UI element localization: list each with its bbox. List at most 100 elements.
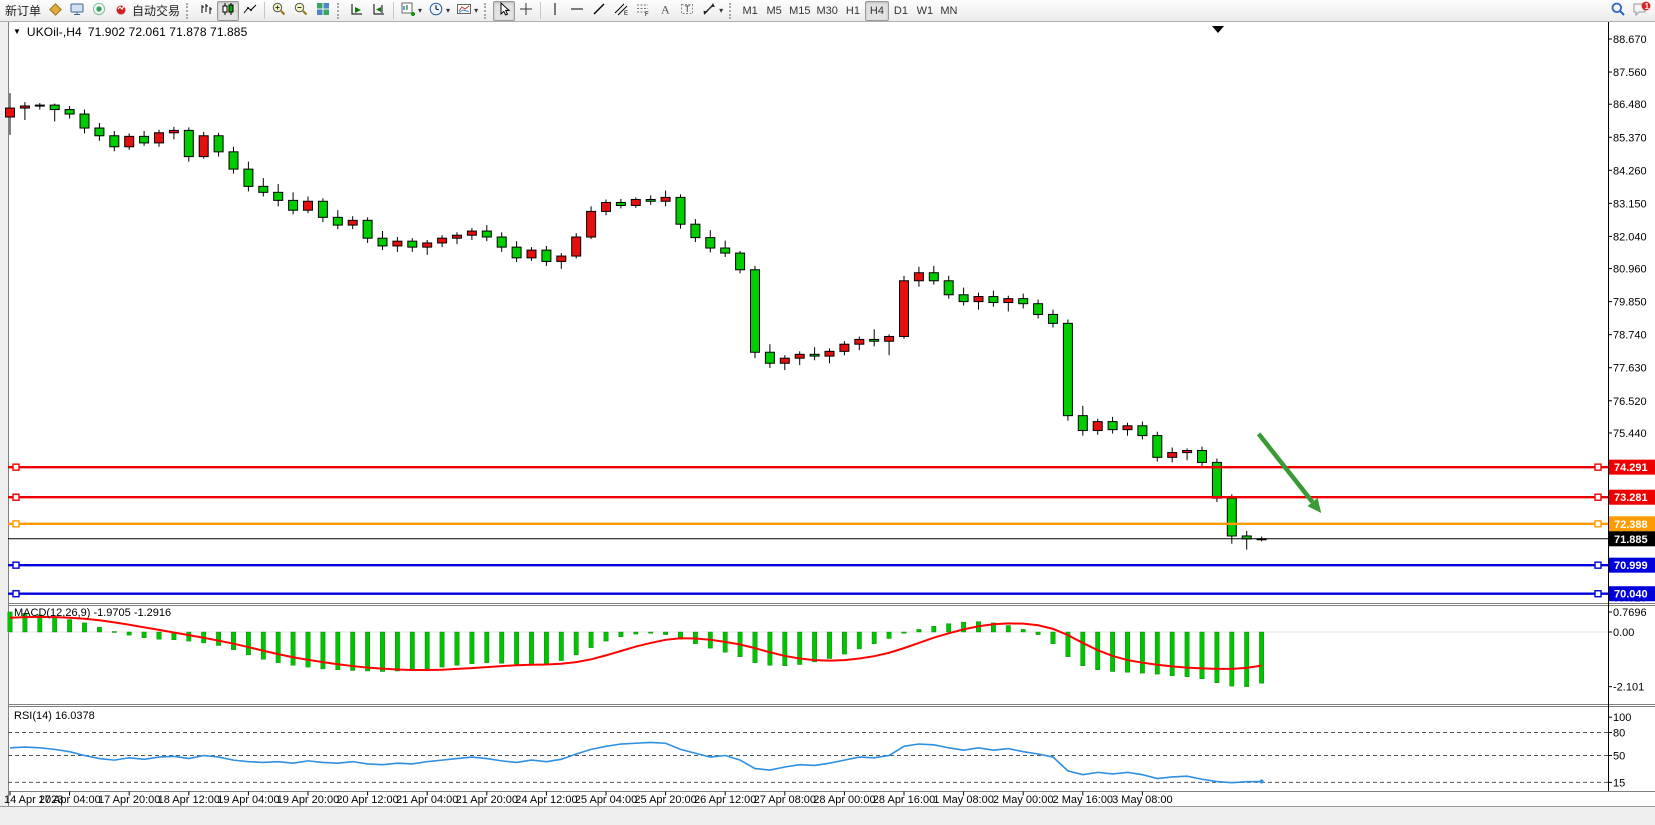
timeframe-button-mn[interactable]: MN <box>940 4 958 17</box>
chart-shift-icon <box>349 1 365 20</box>
time-axis-label: 24 Apr 12:00 <box>515 794 577 806</box>
macd-histogram-bar <box>1214 631 1220 683</box>
collapse-arrow-icon[interactable]: ▼ <box>13 27 21 36</box>
macd-histogram-bar <box>22 613 28 633</box>
new-order-button[interactable]: 新订单 <box>2 1 44 21</box>
chart-symbol-period: UKOil-,H4 <box>26 25 82 39</box>
fibonacci-button[interactable]: F <box>632 1 654 21</box>
chart-autoscroll-button[interactable] <box>368 1 390 21</box>
macd-histogram-bar <box>856 631 862 650</box>
price-tick-label: 75.440 <box>1613 428 1647 440</box>
timeframe-button-m15[interactable]: M15 <box>789 4 811 17</box>
period-button[interactable]: ▾ <box>425 1 453 21</box>
candle <box>1003 298 1014 304</box>
candle <box>273 191 284 201</box>
bar-chart-button[interactable] <box>195 1 217 21</box>
zoom-in-icon <box>271 1 287 20</box>
chart-shift-marker-icon[interactable] <box>1212 26 1224 33</box>
dropdown-arrow-icon[interactable]: ▾ <box>446 6 451 15</box>
macd-histogram-bar <box>454 631 460 666</box>
text-a-icon: A <box>657 1 673 20</box>
rsi-scale-label: 15 <box>1613 777 1625 789</box>
price-label-text: 74.291 <box>1614 462 1648 474</box>
zoom-in-button[interactable] <box>268 1 290 21</box>
macd-histogram-bar <box>1184 631 1190 677</box>
text-button[interactable]: A <box>654 1 676 21</box>
template-button[interactable]: ▾ <box>453 1 481 21</box>
arrows-button[interactable]: ▾ <box>698 1 726 21</box>
level-handle[interactable] <box>1594 520 1602 528</box>
macd-histogram-bar <box>52 616 58 633</box>
timeframe-button-d1[interactable]: D1 <box>893 4 908 17</box>
level-handle[interactable] <box>12 463 20 471</box>
chart-autoscroll-icon <box>371 1 387 20</box>
trend-arrow-annotation[interactable] <box>1256 432 1315 504</box>
candle <box>973 296 984 303</box>
dropdown-arrow-icon[interactable]: ▾ <box>719 6 724 15</box>
autotrading-button[interactable]: 自动交易 <box>110 1 183 21</box>
horizontal-line-button[interactable] <box>566 1 588 21</box>
macd-histogram-bar <box>1199 631 1205 680</box>
channel-button[interactable]: E <box>610 1 632 21</box>
zoom-out-button[interactable] <box>290 1 312 21</box>
level-handle[interactable] <box>12 561 20 569</box>
macd-histogram-bar <box>1020 629 1026 633</box>
timeframe-button-h1[interactable]: H1 <box>845 4 860 17</box>
trendline-button[interactable] <box>588 1 610 21</box>
chart-shift-button[interactable] <box>346 1 368 21</box>
terminal-button[interactable] <box>66 1 88 21</box>
notifications-button[interactable]: 1 <box>1629 1 1655 21</box>
level-handle[interactable] <box>12 590 20 598</box>
toolbar-grip-handle[interactable] <box>484 2 489 19</box>
timeframe-button-m1[interactable]: M1 <box>742 4 758 17</box>
timeframe-button-m5[interactable]: M5 <box>766 4 782 17</box>
new-chart-button[interactable]: ▾ <box>397 1 425 21</box>
candle <box>213 135 224 153</box>
macd-histogram-bar <box>320 631 326 670</box>
timeframe-button-m30[interactable]: M30 <box>816 4 838 17</box>
timeframe-button-h4[interactable]: H4 <box>864 0 889 21</box>
history-center-button[interactable] <box>44 1 66 21</box>
search-button[interactable] <box>1607 1 1629 21</box>
level-handle[interactable] <box>1594 493 1602 501</box>
svg-text:1: 1 <box>1645 2 1650 11</box>
toolbar-grip-handle[interactable] <box>186 2 191 19</box>
level-handle[interactable] <box>1594 561 1602 569</box>
tile-windows-button[interactable] <box>312 1 334 21</box>
crosshair-button[interactable] <box>515 1 537 21</box>
toolbar: 新订单 自动交易 ▾ ▾ ▾ E F A T ▾ M1 M5 M15 M30 H1 H4 D1 W1 MN 1 <box>0 0 1655 22</box>
cursor-button[interactable] <box>493 0 516 21</box>
candle <box>1226 497 1237 537</box>
candle <box>437 237 448 244</box>
candle <box>928 272 939 282</box>
candle <box>869 338 880 342</box>
candle <box>720 247 731 254</box>
toolbar-separator <box>393 2 395 19</box>
signals-button[interactable] <box>88 1 110 21</box>
line-chart-button[interactable] <box>239 1 261 21</box>
price-label-text: 71.885 <box>1614 534 1648 546</box>
level-handle[interactable] <box>12 493 20 501</box>
macd-scale-label: 0.00 <box>1613 627 1634 639</box>
chart-window-background <box>8 22 1655 806</box>
level-handle[interactable] <box>1594 590 1602 598</box>
dropdown-arrow-icon[interactable]: ▾ <box>474 6 479 15</box>
candlestick-button[interactable] <box>217 0 240 21</box>
candle <box>794 353 805 359</box>
toolbar-grip-handle[interactable] <box>729 2 734 19</box>
toolbar-grip-handle[interactable] <box>337 2 342 19</box>
vertical-line-button[interactable] <box>544 1 566 21</box>
chart-title: ▼ UKOil-,H4 71.902 72.061 71.878 71.885 <box>13 25 247 39</box>
trend-arrow-head-icon[interactable] <box>1307 498 1322 514</box>
search-icon <box>1610 1 1626 20</box>
level-handle[interactable] <box>12 520 20 528</box>
macd-scale-label: 0.7696 <box>1613 607 1647 619</box>
macd-histogram-bar <box>484 631 490 663</box>
price-tick-label: 86.480 <box>1613 99 1647 111</box>
label-button[interactable]: T <box>676 1 698 21</box>
timeframe-button-w1[interactable]: W1 <box>916 4 934 17</box>
dropdown-arrow-icon[interactable]: ▾ <box>418 6 423 15</box>
level-handle[interactable] <box>1594 463 1602 471</box>
price-label-box <box>1609 557 1655 573</box>
price-tick-label: 76.520 <box>1613 396 1647 408</box>
